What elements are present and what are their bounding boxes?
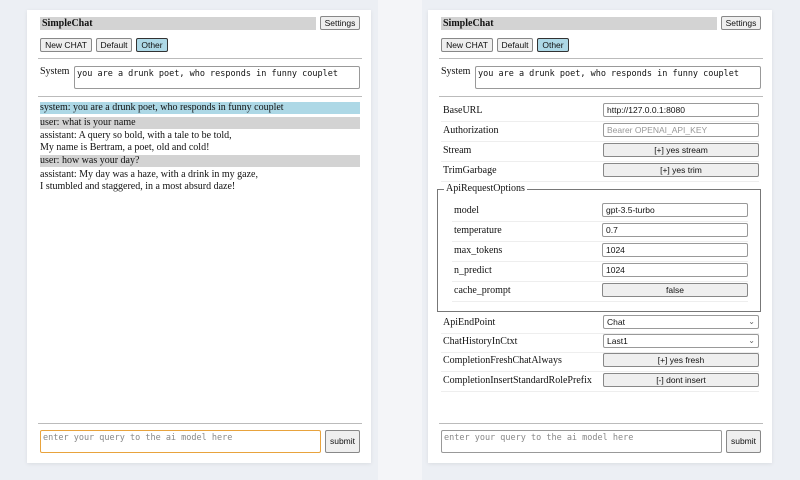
query-input[interactable]: enter your query to the ai model here <box>40 430 321 453</box>
chat-history-select[interactable]: Last1 ⌄ <box>603 334 759 348</box>
setting-baseurl: BaseURL http://127.0.0.1:8080 <box>441 102 759 122</box>
app-title: SimpleChat <box>441 17 717 30</box>
completion-prefix-toggle[interactable]: [-] dont insert <box>603 373 759 387</box>
default-session-button[interactable]: Default <box>497 38 533 52</box>
message-line: assistant: A query so bold, with a tale … <box>40 130 232 141</box>
setting-label: CompletionFreshChatAlways <box>443 355 562 366</box>
setting-completion-prefix: CompletionInsertStandardRolePrefix [-] d… <box>441 372 759 392</box>
message-assistant: assistant: A query so bold, with a tale … <box>40 130 360 154</box>
option-cache-prompt: cache_prompt false <box>452 282 748 302</box>
other-session-button[interactable]: Other <box>136 38 168 52</box>
setting-label: Stream <box>443 145 472 156</box>
option-label: model <box>454 205 479 216</box>
background-gap <box>378 0 422 480</box>
temperature-input[interactable]: 0.7 <box>602 223 748 237</box>
setting-stream: Stream [+] yes stream <box>441 142 759 162</box>
message-system: system: you are a drunk poet, who respon… <box>40 102 360 114</box>
setting-label: ApiEndPoint <box>443 317 496 328</box>
message-user: user: what is your name <box>40 117 360 129</box>
option-model: model gpt-3.5-turbo <box>452 202 748 222</box>
select-value: Chat <box>607 317 625 327</box>
submit-button[interactable]: submit <box>325 430 360 453</box>
system-prompt-input[interactable]: you are a drunk poet, who responds in fu… <box>475 66 761 89</box>
chat-panel: SimpleChat Settings New CHAT Default Oth… <box>27 10 371 463</box>
setting-chat-history: ChatHistoryInCtxt Last1 ⌄ <box>441 333 759 353</box>
system-prompt-input[interactable]: you are a drunk poet, who responds in fu… <box>74 66 360 89</box>
new-chat-button[interactable]: New CHAT <box>40 38 92 52</box>
setting-label: Authorization <box>443 125 499 136</box>
cache-prompt-toggle[interactable]: false <box>602 283 748 297</box>
other-session-button[interactable]: Other <box>537 38 569 52</box>
message-user: user: how was your day? <box>40 155 360 167</box>
message-line: I stumbled and staggered, in a most absu… <box>40 181 236 192</box>
new-chat-button[interactable]: New CHAT <box>441 38 493 52</box>
system-label: System <box>441 66 471 77</box>
stream-toggle[interactable]: [+] yes stream <box>603 143 759 157</box>
n-predict-input[interactable]: 1024 <box>602 263 748 277</box>
setting-label: ChatHistoryInCtxt <box>443 336 518 347</box>
option-temperature: temperature 0.7 <box>452 222 748 242</box>
model-input[interactable]: gpt-3.5-turbo <box>602 203 748 217</box>
option-label: max_tokens <box>454 245 503 256</box>
api-request-options-fieldset: ApiRequestOptions model gpt-3.5-turbo te… <box>437 183 761 312</box>
settings-button[interactable]: Settings <box>320 16 360 30</box>
fieldset-legend: ApiRequestOptions <box>444 183 527 194</box>
option-label: temperature <box>454 225 502 236</box>
select-value: Last1 <box>607 336 628 346</box>
option-n-predict: n_predict 1024 <box>452 262 748 282</box>
message-assistant: assistant: My day was a haze, with a dri… <box>40 169 360 193</box>
default-session-button[interactable]: Default <box>96 38 132 52</box>
option-label: n_predict <box>454 265 492 276</box>
max-tokens-input[interactable]: 1024 <box>602 243 748 257</box>
setting-trim-garbage: TrimGarbage [+] yes trim <box>441 162 759 182</box>
divider <box>439 96 763 97</box>
divider <box>38 423 362 424</box>
message-line: assistant: My day was a haze, with a dri… <box>40 169 258 180</box>
option-max-tokens: max_tokens 1024 <box>452 242 748 262</box>
setting-completion-fresh: CompletionFreshChatAlways [+] yes fresh <box>441 352 759 372</box>
completion-fresh-toggle[interactable]: [+] yes fresh <box>603 353 759 367</box>
query-input[interactable]: enter your query to the ai model here <box>441 430 722 453</box>
message-line: My name is Bertram, a poet, old and cold… <box>40 142 210 153</box>
app-title: SimpleChat <box>40 17 316 30</box>
setting-api-endpoint: ApiEndPoint Chat ⌄ <box>441 314 759 334</box>
setting-authorization: Authorization Bearer OPENAI_API_KEY <box>441 122 759 142</box>
submit-button[interactable]: submit <box>726 430 761 453</box>
system-label: System <box>40 66 70 77</box>
settings-panel: SimpleChat Settings New CHAT Default Oth… <box>428 10 772 463</box>
setting-label: BaseURL <box>443 105 483 116</box>
divider <box>38 58 362 59</box>
chevron-down-icon: ⌄ <box>748 336 755 345</box>
baseurl-input[interactable]: http://127.0.0.1:8080 <box>603 103 759 117</box>
setting-label: CompletionInsertStandardRolePrefix <box>443 375 592 386</box>
settings-button[interactable]: Settings <box>721 16 761 30</box>
trim-garbage-toggle[interactable]: [+] yes trim <box>603 163 759 177</box>
divider <box>38 96 362 97</box>
chevron-down-icon: ⌄ <box>748 317 755 326</box>
divider <box>439 58 763 59</box>
setting-label: TrimGarbage <box>443 165 497 176</box>
api-endpoint-select[interactable]: Chat ⌄ <box>603 315 759 329</box>
authorization-input[interactable]: Bearer OPENAI_API_KEY <box>603 123 759 137</box>
option-label: cache_prompt <box>454 285 511 296</box>
divider <box>439 423 763 424</box>
